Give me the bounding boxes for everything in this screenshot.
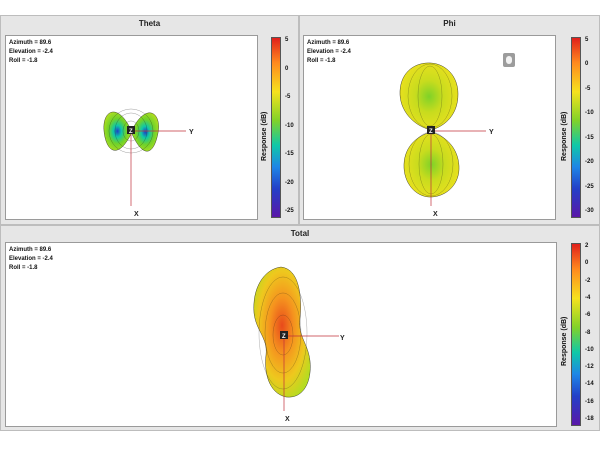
total-orientation-readout: Azimuth = 89.6 Elevation = -2.4 Roll = -… xyxy=(9,246,53,273)
theta-lobe-left xyxy=(103,111,132,151)
phi-azimuth-value: Azimuth = 89.6 xyxy=(307,40,350,46)
total-colorbar-label: Response (dB) xyxy=(561,316,568,366)
phi-roll-value: Roll = -1.8 xyxy=(307,58,336,64)
phi-3d-pattern: Z Y X xyxy=(399,62,494,218)
theta-panel: Theta Azimuth = 89.6 Elevation = -2.4 Ro… xyxy=(0,15,299,225)
theta-3d-pattern: Z Y X xyxy=(103,108,194,218)
total-azimuth-value: Azimuth = 89.6 xyxy=(9,247,52,253)
phi-panel-title: Phi xyxy=(443,19,456,28)
total-3d-pattern: Z Y X xyxy=(253,266,345,423)
theta-colorbar-tick: 5 xyxy=(285,37,289,43)
total-colorbar-tick: -14 xyxy=(585,381,594,388)
total-panel-title: Total xyxy=(290,229,310,238)
total-colorbar-tick: -12 xyxy=(585,364,594,371)
phi-colorbar-label: Response (dB) xyxy=(561,111,568,161)
total-colorbar-tick: -18 xyxy=(585,416,594,422)
total-colorbar-tick: -8 xyxy=(585,329,591,336)
total-colorbar-tick: -2 xyxy=(585,277,591,284)
total-colorbar-tick: -4 xyxy=(585,294,591,301)
phi-elevation-value: Elevation = -2.4 xyxy=(307,49,351,55)
theta-z-label: Z xyxy=(129,129,133,135)
phi-colorbar xyxy=(571,37,581,218)
phi-colorbar-tick: -10 xyxy=(585,110,594,117)
phi-x-label: X xyxy=(433,211,438,218)
phi-orientation-readout: Azimuth = 89.6 Elevation = -2.4 Roll = -… xyxy=(307,39,351,66)
phi-colorbar-tick: 0 xyxy=(585,61,589,68)
phi-panel: Phi Azimuth = 89.6 Elevation = -2.4 Roll… xyxy=(299,15,600,225)
theta-colorbar-tick: -15 xyxy=(285,151,294,157)
total-colorbar-tick: 0 xyxy=(585,260,589,267)
hand-rotate-icon[interactable] xyxy=(503,53,515,67)
theta-plot-area[interactable]: Azimuth = 89.6 Elevation = -2.4 Roll = -… xyxy=(5,35,258,220)
phi-plot-area[interactable]: Azimuth = 89.6 Elevation = -2.4 Roll = -… xyxy=(303,35,556,220)
phi-colorbar-tick: -25 xyxy=(585,183,594,190)
theta-roll-value: Roll = -1.8 xyxy=(9,58,38,64)
total-plot-area[interactable]: Azimuth = 89.6 Elevation = -2.4 Roll = -… xyxy=(5,242,557,427)
theta-elevation-value: Elevation = -2.4 xyxy=(9,49,53,55)
theta-colorbar-tick: -5 xyxy=(285,94,291,100)
theta-x-label: X xyxy=(134,211,139,218)
total-z-marker xyxy=(280,331,288,339)
theta-colorbar-tick: -10 xyxy=(285,122,294,129)
theta-azimuth-value: Azimuth = 89.6 xyxy=(9,40,52,46)
phi-lobe-lower xyxy=(403,131,460,198)
phi-colorbar-tick: -30 xyxy=(585,208,594,214)
total-x-label: X xyxy=(285,416,290,423)
phi-y-label: Y xyxy=(489,129,494,136)
theta-colorbar-tick: 0 xyxy=(285,65,289,72)
theta-panel-title: Theta xyxy=(138,19,161,28)
theta-colorbar-label: Response (dB) xyxy=(261,111,268,161)
phi-colorbar-tick: 5 xyxy=(585,37,589,43)
total-colorbar-tick: -10 xyxy=(585,346,594,353)
phi-colorbar-tick: -5 xyxy=(585,85,591,92)
phi-z-label: Z xyxy=(429,129,433,135)
theta-colorbar-tick: -25 xyxy=(285,208,294,214)
total-z-label: Z xyxy=(282,334,286,340)
theta-colorbar-tick: -20 xyxy=(285,179,294,186)
total-roll-value: Roll = -1.8 xyxy=(9,265,38,271)
theta-colorbar xyxy=(271,37,281,218)
theta-orientation-readout: Azimuth = 89.6 Elevation = -2.4 Roll = -… xyxy=(9,39,53,66)
phi-z-marker xyxy=(427,126,435,134)
theta-z-marker xyxy=(127,126,135,134)
theta-lobe-right xyxy=(131,112,159,152)
total-colorbar-tick: -6 xyxy=(585,312,591,319)
total-colorbar xyxy=(571,243,581,426)
total-panel: Total Azimuth = 89.6 Elevation = -2.4 Ro… xyxy=(0,225,600,431)
phi-lobe-upper xyxy=(399,62,459,131)
theta-y-label: Y xyxy=(189,129,194,136)
phi-colorbar-tick: -20 xyxy=(585,159,594,166)
phi-colorbar-tick: -15 xyxy=(585,134,594,141)
total-colorbar-tick: 2 xyxy=(585,243,589,249)
total-elevation-value: Elevation = -2.4 xyxy=(9,256,53,262)
total-y-label: Y xyxy=(340,335,345,342)
total-colorbar-tick: -16 xyxy=(585,398,594,405)
